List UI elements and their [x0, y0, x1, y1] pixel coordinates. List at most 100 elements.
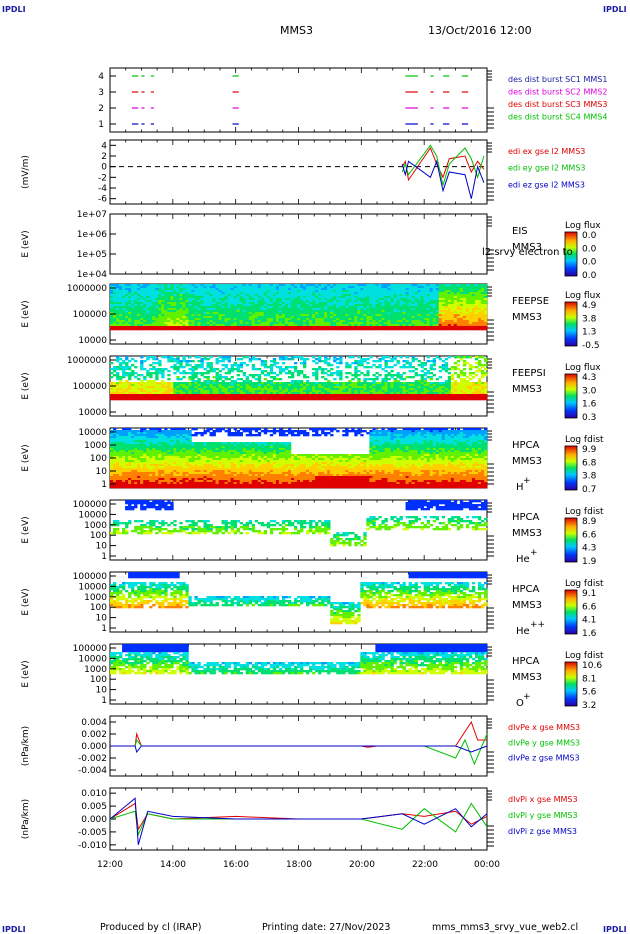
spectrogram-cell — [444, 394, 449, 397]
spectrogram-cell — [480, 328, 485, 331]
spectrogram-cell — [173, 296, 177, 299]
spectrogram-cell — [441, 388, 446, 391]
spectrogram-cell — [429, 286, 434, 289]
spectrogram-cell — [444, 310, 449, 313]
spectrogram-cell — [405, 326, 409, 329]
spectrogram-cell — [149, 382, 153, 385]
spectrogram-cell — [423, 312, 427, 315]
spectrogram-cell — [441, 366, 446, 369]
spectrogram-cell — [158, 310, 162, 313]
spectrogram-cell — [272, 360, 277, 363]
spectrogram-cell — [239, 396, 244, 399]
spectrogram-cell — [128, 390, 132, 393]
spectrogram-cell — [266, 298, 271, 301]
spectrogram-cell — [345, 394, 349, 397]
spectrogram-cell — [396, 388, 400, 391]
spectrogram-cell — [134, 294, 138, 297]
spectrogram-cell — [278, 396, 283, 399]
spectrogram-cell — [203, 306, 207, 309]
spectrogram-cell — [405, 322, 409, 325]
spectrogram-cell — [303, 362, 307, 365]
spectrogram-cell — [390, 310, 394, 313]
spectrogram-cell — [369, 322, 373, 325]
spectrogram-cell — [116, 310, 120, 313]
spectrogram-cell — [200, 366, 204, 369]
spectrogram-cell — [348, 324, 352, 327]
spectrogram-cell — [402, 296, 406, 299]
spectrogram-cell — [170, 298, 174, 301]
spectrogram-cell — [284, 390, 289, 393]
spectrogram-cell — [342, 284, 346, 287]
spectrogram-cell — [206, 328, 210, 331]
spectrogram-cell — [339, 392, 343, 395]
spectrogram-cell — [146, 356, 150, 359]
spectrogram-cell — [348, 314, 352, 317]
spectrogram-cell — [296, 290, 301, 293]
spectrogram-cell — [176, 284, 180, 287]
spectrogram-cell — [188, 328, 192, 331]
spectrogram-cell — [269, 304, 274, 307]
spectrogram-cell — [281, 312, 286, 315]
spectrogram-cell — [293, 312, 298, 315]
spectrogram-cell — [143, 320, 147, 323]
spectrogram-cell — [381, 294, 385, 297]
spectrogram-cell — [372, 316, 376, 319]
spectrogram-cell — [303, 298, 307, 301]
spectrogram-cell — [357, 388, 361, 391]
spectrogram-cell — [119, 364, 123, 367]
spectrogram-cell — [200, 396, 204, 399]
spectrogram-cell — [275, 298, 280, 301]
spectrogram-cell — [300, 318, 304, 321]
spectrogram-cell — [158, 284, 162, 287]
spectrogram-cell — [239, 288, 244, 291]
spectrogram-cell — [224, 392, 228, 395]
spectrogram-cell — [348, 366, 352, 369]
spectrogram-cell — [372, 302, 376, 305]
spectrogram-cell — [293, 300, 298, 303]
spectrogram-cell — [432, 290, 437, 293]
spectrogram-cell — [420, 396, 424, 399]
spectrogram-cell — [164, 294, 168, 297]
spectrogram-cell — [447, 328, 452, 331]
spectrogram-cell — [384, 306, 388, 309]
spectrogram-cell — [290, 296, 295, 299]
spectrogram-cell — [251, 292, 256, 295]
spectrogram-cell — [278, 390, 283, 393]
spectrogram-cell — [215, 320, 219, 323]
spectrogram-cell — [290, 396, 295, 399]
spectrogram-cell — [300, 386, 304, 389]
spectrogram-cell — [185, 388, 189, 391]
spectrogram-cell — [363, 378, 367, 381]
spectrogram-cell — [351, 356, 355, 359]
spectrogram-cell — [290, 298, 295, 301]
spectrogram-cell — [176, 360, 180, 363]
spectrogram-cell — [384, 318, 388, 321]
spectrogram-cell — [312, 318, 316, 321]
spectrogram-cell — [405, 314, 409, 317]
spectrogram-cell — [113, 322, 117, 325]
spectrogram-cell — [474, 290, 479, 293]
spectrogram-cell — [125, 310, 129, 313]
spectrogram-cell — [140, 364, 144, 367]
spectrogram-cell — [290, 398, 295, 401]
spectrogram-cell — [378, 328, 382, 331]
spectrogram-cell — [146, 398, 150, 401]
spectrogram-cell — [477, 318, 482, 321]
spectrogram-cell — [224, 356, 228, 359]
spectrogram-cell — [272, 324, 277, 327]
spectrogram-cell — [227, 310, 231, 313]
spectrogram-cell — [372, 284, 376, 287]
spectrogram-cell — [236, 326, 240, 329]
spectrogram-cell — [444, 390, 449, 393]
spectrogram-cell — [417, 314, 421, 317]
spectrogram-cell — [348, 312, 352, 315]
spectrogram-cell — [393, 356, 397, 359]
spectrogram-cell — [182, 384, 186, 387]
spectrogram-cell — [357, 292, 361, 295]
spectrogram-cell — [281, 382, 286, 385]
spectrogram-cell — [312, 326, 316, 329]
spectrogram-cell — [212, 394, 216, 397]
spectrogram-cell — [284, 324, 289, 327]
spectrogram-cell — [363, 296, 367, 299]
